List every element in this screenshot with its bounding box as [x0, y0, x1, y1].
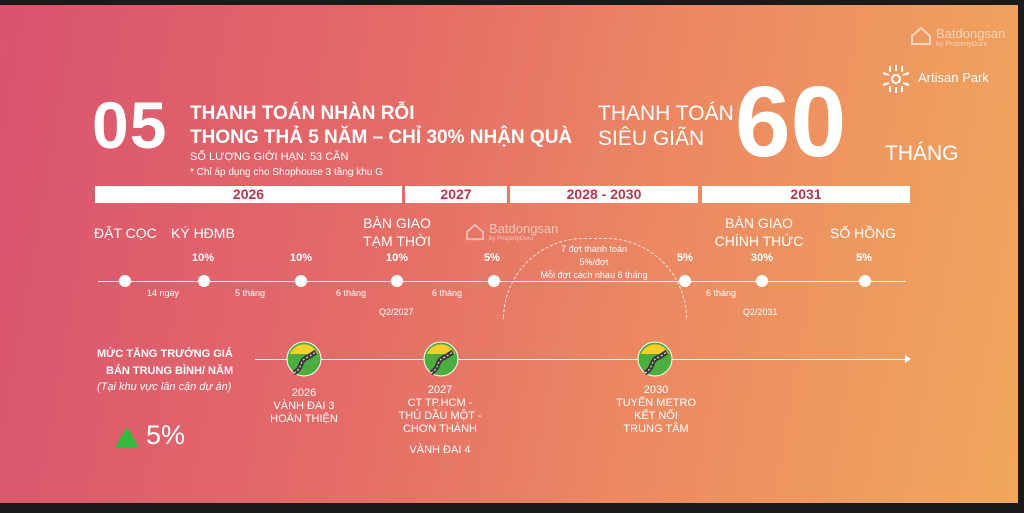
- milestone-year: 2030: [643, 384, 669, 396]
- watermark-name: Batdongsan: [489, 221, 559, 236]
- gap-1: 14 ngày: [147, 288, 180, 298]
- promo-note: * Chỉ áp dụng cho Shophouse 3 tầng khu G: [190, 167, 383, 178]
- milestone-2026: 2026 VÀNH ĐAI 3 HOÀN THIỆN: [264, 387, 344, 426]
- batdongsan-house-icon: [911, 26, 931, 45]
- frame-bottom: [0, 503, 1024, 513]
- percent-6: 30%: [751, 252, 774, 264]
- batdongsan-house-icon: [466, 223, 484, 241]
- installment-line-1: 7 đợt thanh toán: [561, 244, 627, 254]
- year-bar-2028-2030: 2028 - 2030: [510, 186, 698, 203]
- timeline-dot-3: [295, 275, 307, 287]
- watermark-sub: by PropertyGuru: [936, 41, 988, 48]
- milestone-year: 2026: [291, 387, 317, 399]
- installment-line-3: Mỗi đợt cách nhau 6 tháng: [540, 270, 648, 280]
- promo-number: 05: [92, 88, 168, 162]
- percent-5: 5%: [677, 252, 693, 264]
- year-bar-2027: 2027: [405, 186, 507, 203]
- milestone-line: CHƠN THÀNH: [402, 423, 477, 435]
- quarter-1: Q2/2027: [379, 307, 414, 317]
- upward-triangle-icon: [115, 427, 139, 447]
- event-official-handover: BÀN GIAO CHÍNH THỨC: [713, 214, 805, 250]
- percent-1: 10%: [192, 252, 215, 264]
- event-temp-handover-line-1: BÀN GIAO: [363, 215, 431, 231]
- installment-line-2: 5%/đợt: [579, 257, 609, 267]
- gap-4: 6 tháng: [432, 288, 463, 298]
- payment-months-number: 60: [735, 66, 847, 178]
- timeline-dot-deposit: [119, 275, 131, 287]
- event-pink-book: SỔ HỒNG: [830, 225, 897, 241]
- year-bar-2026: 2026: [95, 186, 402, 203]
- timeline-dot-official-handover: [756, 275, 768, 287]
- milestone-extra: VÀNH ĐAI 4: [409, 444, 471, 456]
- installment-note: 7 đợt thanh toán 5%/đợt Mỗi đợt cách nha…: [510, 243, 678, 282]
- milestone-line: VÀNH ĐAI 3: [273, 400, 335, 412]
- event-temp-handover: BÀN GIAO TẠM THỜI: [362, 214, 432, 250]
- event-deposit: ĐẶT CỌC: [94, 225, 157, 241]
- milestone-line: TRUNG TÂM: [623, 423, 689, 435]
- timeline-dot-contract: [198, 275, 210, 287]
- milestone-line: HOÀN THIỆN: [270, 413, 338, 425]
- promo-line-1: THANH TOÁN NHÀN RỖI: [190, 103, 415, 124]
- event-official-handover-line-2: CHÍNH THỨC: [714, 233, 804, 249]
- road-icon: [423, 341, 459, 377]
- payment-line-1: THANH TOÁN: [598, 102, 734, 125]
- gap-5: 6 tháng: [706, 288, 737, 298]
- event-temp-handover-line-2: TẠM THỜI: [363, 233, 431, 249]
- percent-4: 5%: [484, 252, 500, 264]
- milestone-line: THỦ DẦU MỘT -: [398, 410, 482, 422]
- event-contract: KÝ HĐMB: [171, 225, 235, 241]
- payment-line-2: SIÊU GIÃN: [598, 127, 705, 150]
- watermark-name: Batdongsan: [936, 26, 1006, 41]
- logo-name: Artisan Park: [918, 70, 989, 85]
- percent-3: 10%: [386, 252, 409, 264]
- timeline-dot-installment-start: [488, 275, 500, 287]
- milestone-2030: 2030 TUYẾN METRO KẾT NỐI TRUNG TÂM: [606, 384, 706, 436]
- timeline-dot-temp-handover: [391, 275, 403, 287]
- growth-line-2: BÁN TRUNG BÌNH/ NĂM: [106, 365, 234, 377]
- payment-months-label: THÁNG: [885, 142, 959, 165]
- frame-top: [0, 0, 1024, 5]
- frame-right: [1018, 0, 1024, 513]
- arrow-right-icon: [905, 355, 911, 363]
- milestone-line: CT TP.HCM -: [407, 397, 473, 409]
- year-bar-2031: 2031: [702, 186, 910, 203]
- watermark-sub: by PropertyGuru: [489, 236, 534, 242]
- quarter-2: Q2/2031: [743, 307, 778, 317]
- road-icon: [286, 341, 322, 377]
- percent-2: 10%: [290, 252, 313, 264]
- timeline-dot-pink-book: [859, 275, 871, 287]
- promo-limit: SỐ LƯỢNG GIỚI HẠN: 53 CĂN: [190, 151, 349, 163]
- timeline-axis: [98, 281, 906, 282]
- milestone-2027: 2027 CT TP.HCM - THỦ DẦU MỘT - CHƠN THÀN…: [390, 384, 490, 457]
- event-official-handover-line-1: BÀN GIAO: [725, 215, 793, 231]
- artisan-logo-icon: [882, 65, 910, 93]
- road-icon: [637, 341, 673, 377]
- milestone-year: 2027: [427, 384, 453, 396]
- milestone-line: KẾT NỐI: [634, 410, 678, 422]
- milestone-line: TUYẾN METRO: [615, 397, 697, 409]
- milestone-axis: [255, 359, 905, 360]
- growth-line-3: (Tại khu vực lân cận dự án): [97, 381, 232, 393]
- promo-line-2: THONG THẢ 5 NĂM – CHỈ 30% NHẬN QUÀ: [190, 127, 573, 148]
- growth-value: 5%: [146, 420, 186, 450]
- timeline-dot-installment-end: [679, 275, 691, 287]
- percent-7: 5%: [856, 252, 872, 264]
- growth-line-1: MỨC TĂNG TRƯỞNG GIÁ: [97, 348, 233, 360]
- gap-2: 5 tháng: [235, 288, 266, 298]
- gap-3: 6 tháng: [336, 288, 367, 298]
